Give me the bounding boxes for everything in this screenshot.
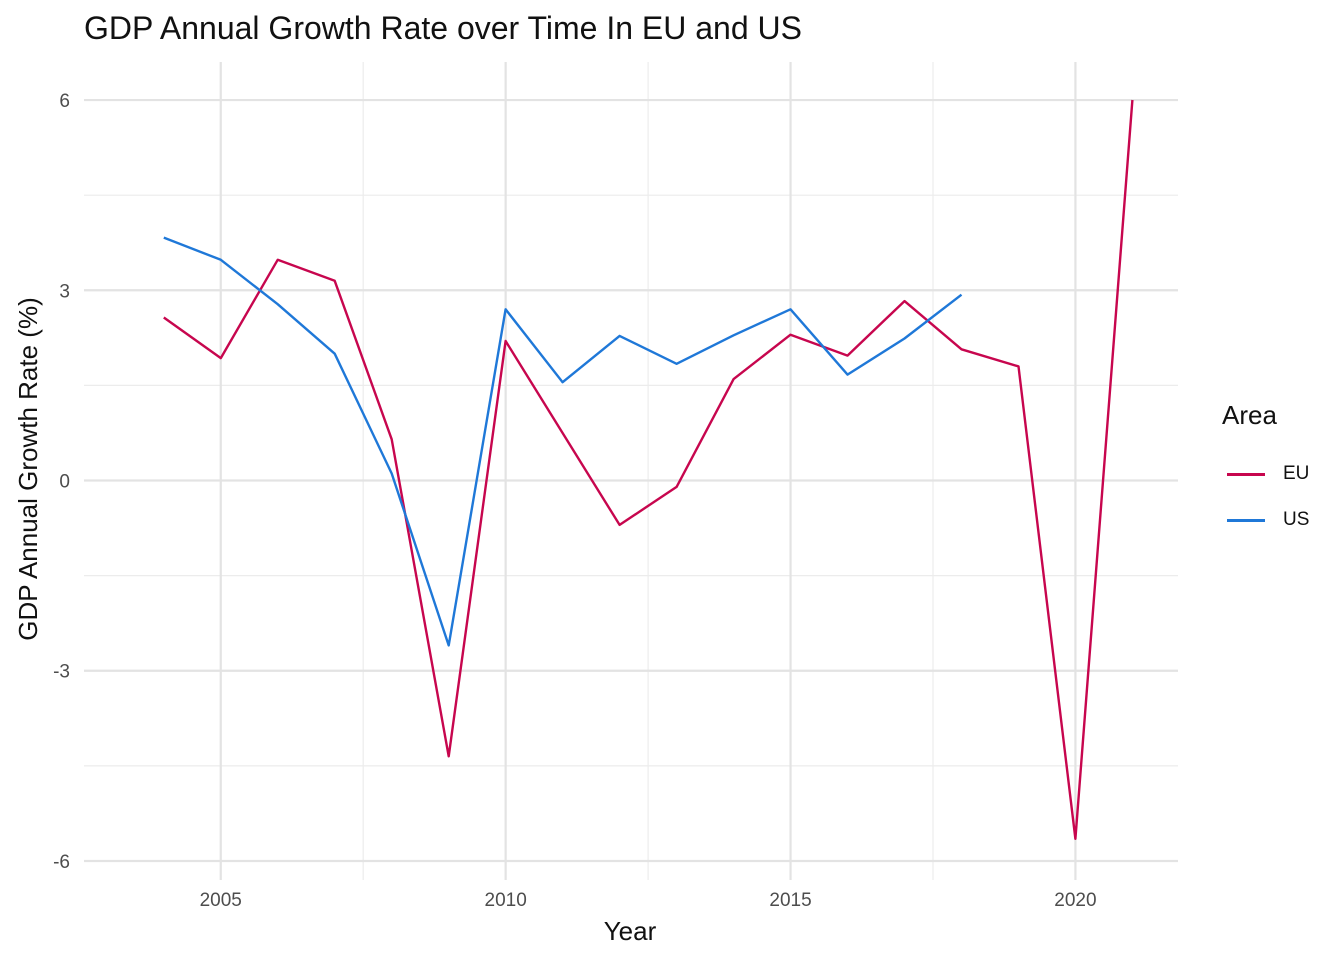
x-tick-label: 2005 (200, 890, 242, 911)
series-line-eu (163, 99, 1134, 840)
x-axis-label: Year (604, 916, 657, 946)
y-axis-label: GDP Annual Growth Rate (%) (13, 297, 43, 640)
x-tick-label: 2010 (485, 890, 527, 911)
series-lines (163, 99, 1134, 840)
x-tick-label: 2015 (769, 890, 811, 911)
x-tick-label: 2020 (1054, 890, 1096, 911)
series-line-us (163, 236, 963, 647)
y-tick-label: -3 (53, 662, 70, 683)
legend: Area EU US (1222, 400, 1309, 543)
legend-item-eu: EU (1222, 451, 1309, 497)
legend-key (1227, 518, 1265, 522)
major-gridlines (84, 62, 1178, 880)
legend-key (1227, 472, 1265, 476)
legend-title: Area (1222, 400, 1277, 430)
legend-label: EU (1283, 463, 1310, 484)
y-tick-label: 6 (59, 91, 70, 112)
minor-gridlines (84, 62, 1178, 880)
y-tick-label: 0 (59, 472, 70, 493)
y-tick-label: 3 (59, 281, 70, 302)
x-axis-ticks: 2005 2010 2015 2020 (200, 890, 1097, 911)
legend-item-us: US (1222, 497, 1309, 543)
chart-title: GDP Annual Growth Rate over Time In EU a… (84, 10, 802, 46)
y-tick-label: -6 (53, 852, 70, 873)
legend-items: EU US (1222, 451, 1309, 543)
legend-label: US (1283, 509, 1310, 530)
y-axis-ticks: 6 3 0 -3 -6 (53, 91, 70, 873)
